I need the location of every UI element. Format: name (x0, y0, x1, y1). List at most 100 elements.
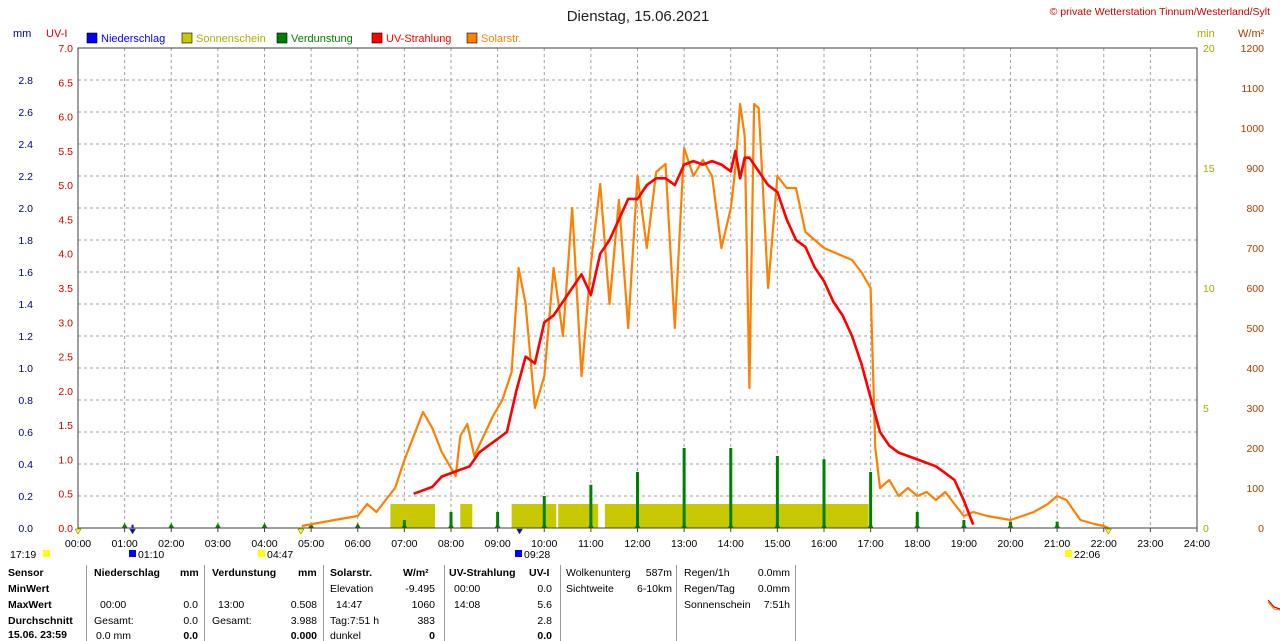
uvi-tick-label-9: 4.5 (58, 214, 73, 226)
wm2-tick-label-8: 800 (1246, 203, 1264, 215)
mm-tick-label-13: 2.6 (18, 107, 33, 119)
niederschlag-max-value: 0.0 (183, 599, 198, 611)
x-tick-label-20: 20:00 (997, 538, 1023, 550)
evaporation-tick-3 (261, 523, 268, 528)
uv-max-time: 14:08 (454, 599, 481, 611)
maxwert-label: MaxWert (8, 599, 52, 611)
mm-tick-label-1: 0.2 (18, 491, 33, 503)
evaporation-tick-12 (681, 523, 688, 528)
x-tick-label-10: 10:00 (531, 538, 557, 550)
x-tick-label-14: 14:00 (718, 538, 744, 550)
evaporation-tick-9 (541, 523, 548, 528)
evaporation-tick-18 (960, 523, 967, 528)
evaporation-tick-15 (821, 523, 827, 528)
wolken-label: Wolkenunterg (566, 567, 631, 579)
marker-m4-icon (515, 550, 522, 557)
evaporation-tick-10 (587, 523, 594, 528)
mm-tick-label-10: 2.0 (18, 203, 33, 215)
regen-1h-label: Regen/1h (684, 567, 730, 579)
uvi-tick-label-0: 0.0 (58, 523, 73, 535)
mm-tick-label-7: 1.4 (18, 299, 33, 311)
evaporation-tick-20 (1054, 523, 1061, 528)
x-tick-label-0: 00:00 (65, 538, 91, 550)
marker-m1-label: 17:19 (10, 549, 36, 561)
x-tick-label-6: 06:00 (345, 538, 371, 550)
legend-swatch-4 (466, 32, 478, 44)
uvi-tick-label-14: 7.0 (58, 43, 73, 55)
marker-m4-label: 09:28 (524, 549, 550, 561)
x-tick-label-7: 07:00 (391, 538, 417, 550)
wm2-tick-label-9: 900 (1246, 163, 1264, 175)
wm2-tick-label-2: 200 (1246, 443, 1264, 455)
footer-wolken: Wolkenunterg 587m Sichtweite 6-10km (566, 565, 674, 641)
x-tick-label-16: 16:00 (811, 538, 837, 550)
sunshine-block-1 (460, 504, 473, 528)
footer-scroll-indicator[interactable] (1267, 597, 1280, 611)
uvi-tick-label-6: 3.0 (58, 317, 73, 329)
solar-line (301, 102, 1109, 530)
marker-m2-icon (129, 550, 136, 557)
mm-tick-label-6: 1.2 (18, 331, 33, 343)
legend-swatch-1 (181, 32, 193, 44)
x-tick-label-5: 05:00 (298, 538, 324, 550)
uv-unit: UV-I (529, 567, 550, 579)
sichtweite-label: Sichtweite (566, 583, 614, 595)
legend-label-4: Solarstr. (481, 33, 521, 45)
legend-label-2: Verdunstung (291, 33, 353, 45)
solar-dunkel-label: dunkel (330, 630, 361, 641)
wolken-value: 587m (645, 567, 672, 579)
uvi-tick-label-3: 1.5 (58, 420, 73, 432)
uv-max-value: 5.6 (537, 599, 552, 611)
wm2-tick-label-12: 1200 (1241, 43, 1265, 55)
marker-m4-arrow (516, 528, 523, 535)
solar-elevation-label: Elevation (330, 583, 374, 595)
footer-verdunstung: Verdunstung mm 13:00 0.508 Gesamt: 3.988… (210, 565, 320, 641)
uv-min-value: 0.0 (537, 583, 552, 595)
x-tick-label-24: 24:00 (1184, 538, 1210, 550)
mm-tick-label-5: 1.0 (18, 363, 33, 375)
verdunstung-header: Verdunstung (212, 567, 277, 579)
marker-m3-label: 04:47 (267, 549, 293, 561)
x-tick-label-17: 17:00 (857, 538, 883, 550)
niederschlag-max-time: 00:00 (100, 599, 127, 611)
x-tick-label-12: 12:00 (624, 538, 650, 550)
x-tick-label-11: 11:00 (578, 538, 604, 550)
sunshine-block-4 (604, 504, 869, 528)
x-tick-label-23: 23:00 (1137, 538, 1163, 550)
axis-unit-mm: mm (13, 28, 31, 40)
legend-label-3: UV-Strahlung (386, 33, 451, 45)
legend-label-0: Niederschlag (101, 33, 165, 45)
verdunstung-max-time: 13:00 (218, 599, 245, 611)
mm-tick-label-3: 0.6 (18, 427, 33, 439)
niederschlag-night-value: 0.0 (183, 630, 198, 641)
sunshine-block-0 (390, 504, 436, 528)
marker-m2-arrow (129, 528, 136, 535)
chart-title: Dienstag, 15.06.2021 (567, 8, 710, 25)
x-tick-label-3: 03:00 (205, 538, 231, 550)
axis-unit-uvi: UV-I (46, 28, 67, 40)
verdunstung-gesamt-label: Gesamt: (212, 615, 252, 627)
x-tick-label-13: 13:00 (671, 538, 697, 550)
x-tick-label-19: 19:00 (951, 538, 977, 550)
solar-unit: W/m² (403, 567, 429, 579)
durchschnitt-label: Durchschnitt (8, 615, 73, 627)
sunshine-block-2 (511, 504, 557, 528)
uv-line (413, 149, 975, 526)
niederschlag-gesamt-value: 0.0 (183, 615, 198, 627)
footer-solar: Solarstr. W/m² Elevation -9.495 14:47 10… (329, 565, 441, 641)
legend-swatch-3 (371, 32, 383, 44)
x-tick-label-9: 09:00 (484, 538, 510, 550)
marker-m2-label: 01:10 (138, 549, 164, 561)
uv-night-value: 0.0 (537, 630, 552, 641)
marker-m5-arrow (1104, 528, 1112, 535)
x-tick-label-18: 18:00 (904, 538, 930, 550)
date-label: 15.06. 23:59 (8, 629, 67, 641)
verdunstung-max-value: 0.508 (290, 599, 317, 611)
x-tick-label-15: 15:00 (764, 538, 790, 550)
mm-tick-label-0: 0.0 (18, 523, 33, 535)
solar-dunkel-value: 0 (429, 630, 435, 641)
plot-frame (77, 47, 1198, 529)
mm-tick-label-8: 1.6 (18, 267, 33, 279)
mm-tick-label-2: 0.4 (18, 459, 33, 471)
uv-header: UV-Strahlung (449, 567, 516, 579)
